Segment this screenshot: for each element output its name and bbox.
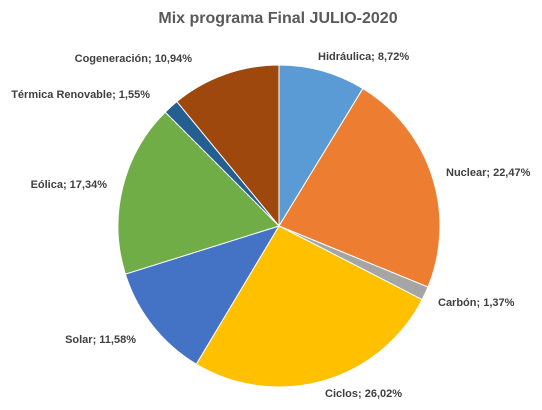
pie-slice-hidr-ulica bbox=[278, 64, 364, 228]
pie-slice-solar bbox=[124, 225, 281, 365]
pie-slices bbox=[117, 64, 441, 388]
chart-title: Mix programa Final JULIO-2020 bbox=[158, 10, 397, 27]
data-label-hidr-ulica: Hidráulica; 8,72% bbox=[318, 51, 409, 63]
pie-slice-ciclos bbox=[195, 225, 423, 388]
data-label-e-lica: Eólica; 17,34% bbox=[31, 179, 108, 191]
data-label-nuclear: Nuclear; 22,47% bbox=[446, 167, 531, 179]
data-label-cogeneraci-n: Cogeneración; 10,94% bbox=[75, 53, 193, 65]
data-label-solar: Solar; 11,58% bbox=[65, 334, 136, 346]
pie-slice-cogeneraci-n bbox=[176, 64, 280, 228]
data-label-carb-n: Carbón; 1,37% bbox=[438, 297, 515, 309]
pie-slice-e-lica bbox=[117, 111, 280, 275]
pie-labels: Hidráulica; 8,72% Nuclear; 22,47% Carbón; … bbox=[11, 51, 530, 400]
pie-slice-nuclear bbox=[278, 87, 441, 288]
data-label-ciclos: Ciclos; 26,02% bbox=[325, 388, 402, 400]
data-label-t-rmica-renovable: Térmica Renovable; 1,55% bbox=[11, 89, 150, 101]
